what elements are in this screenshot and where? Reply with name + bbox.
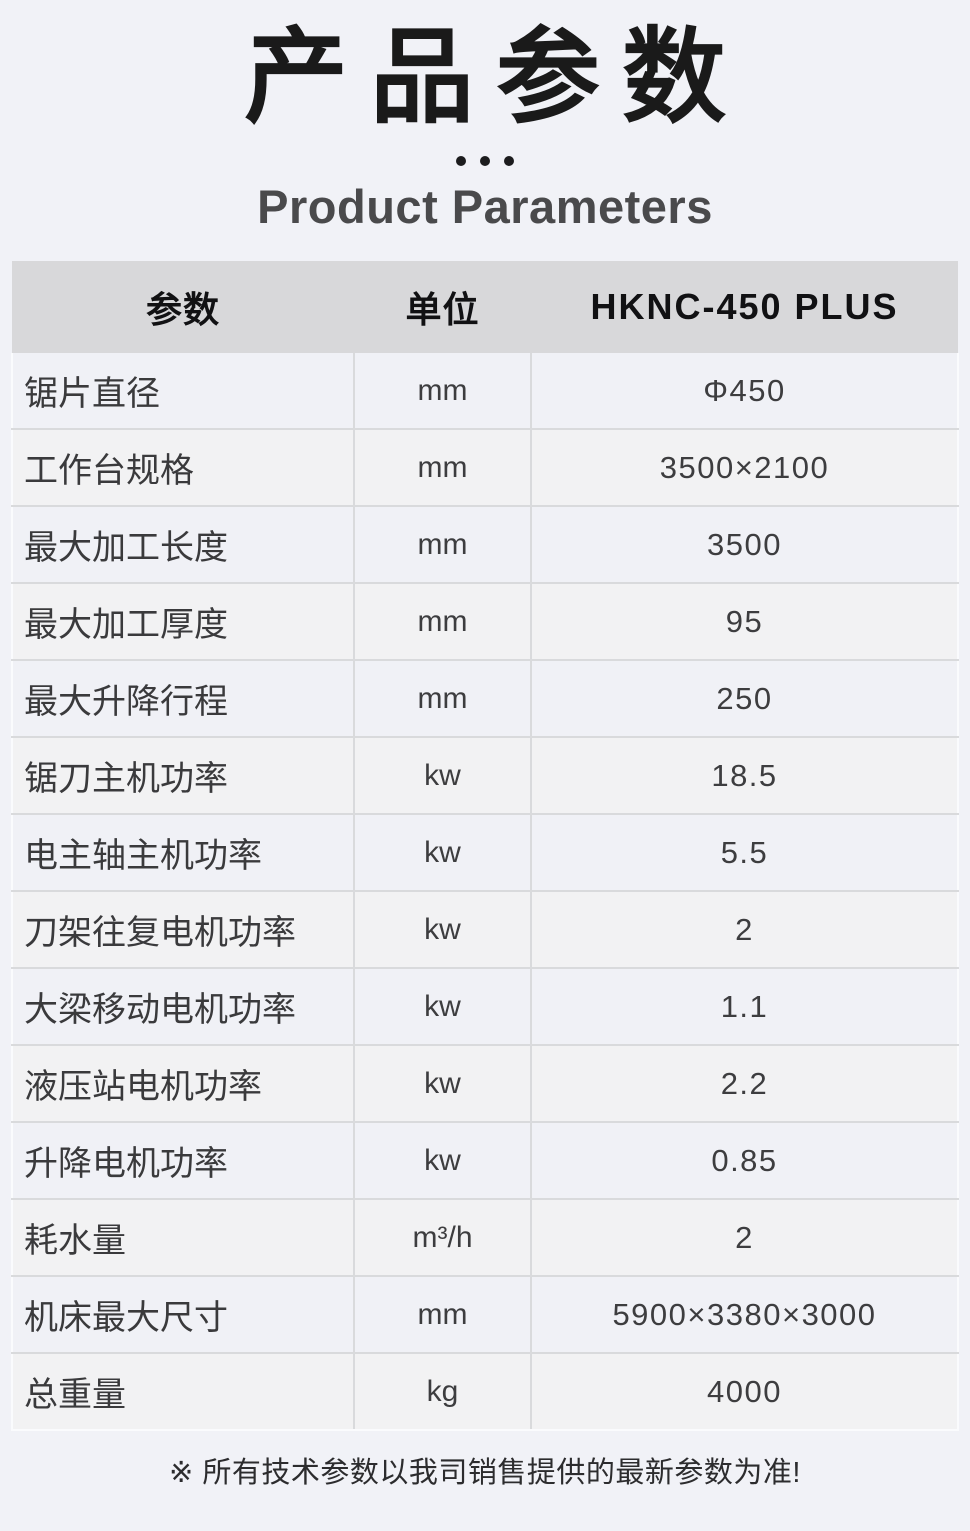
header-row: 参数 单位 HKNC-450 PLUS xyxy=(12,261,958,354)
table-row: 电主轴主机功率 kw 5.5 xyxy=(11,813,959,893)
value-cell: 3500 xyxy=(530,505,959,585)
param-cell: 耗水量 xyxy=(11,1198,355,1278)
ellipsis-dots xyxy=(0,156,970,167)
spec-table: 参数 单位 HKNC-450 PLUS 锯片直径 mm Φ450 工作台规格 m… xyxy=(11,261,959,1432)
table-row: 大梁移动电机功率 kw 1.1 xyxy=(11,967,959,1047)
table-row: 工作台规格 mm 3500×2100 xyxy=(11,428,959,508)
table-row: 总重量 kg 4000 xyxy=(11,1352,959,1432)
table-row: 锯片直径 mm Φ450 xyxy=(11,353,959,431)
value-cell: 5.5 xyxy=(530,813,959,893)
value-cell: 1.1 xyxy=(530,967,959,1047)
value-cell: Φ450 xyxy=(530,353,959,431)
value-cell: 4000 xyxy=(530,1352,959,1432)
table-row: 升降电机功率 kw 0.85 xyxy=(11,1121,959,1201)
page-subtitle: Product Parameters xyxy=(257,180,713,234)
value-cell: 250 xyxy=(530,659,959,739)
table-row: 锯刀主机功率 kw 18.5 xyxy=(11,736,959,816)
param-cell: 锯片直径 xyxy=(11,353,355,431)
param-cell: 最大升降行程 xyxy=(11,659,355,739)
table-row: 最大升降行程 mm 250 xyxy=(11,659,959,739)
value-cell: 2 xyxy=(530,1198,959,1278)
value-cell: 2.2 xyxy=(530,1044,959,1124)
unit-cell: mm xyxy=(353,505,532,585)
param-cell: 最大加工长度 xyxy=(11,505,355,585)
param-cell: 电主轴主机功率 xyxy=(11,813,355,893)
unit-cell: mm xyxy=(353,428,532,508)
unit-cell: kw xyxy=(353,1121,532,1201)
page-title: 产品参数 xyxy=(243,20,748,136)
value-cell: 18.5 xyxy=(530,736,959,816)
unit-cell: mm xyxy=(353,353,532,431)
table-row: 液压站电机功率 kw 2.2 xyxy=(11,1044,959,1124)
value-cell: 0.85 xyxy=(530,1121,959,1201)
dot-icon xyxy=(456,156,466,167)
unit-cell: kw xyxy=(353,1044,532,1124)
unit-cell: m³/h xyxy=(353,1198,532,1278)
spec-table-body: 锯片直径 mm Φ450 工作台规格 mm 3500×2100 最大加工长度 m… xyxy=(11,353,959,1432)
param-cell: 锯刀主机功率 xyxy=(11,736,355,816)
unit-cell: mm xyxy=(353,659,532,739)
param-cell: 总重量 xyxy=(11,1352,355,1432)
disclaimer-note: ※ 所有技术参数以我司销售提供的最新参数为准! xyxy=(169,1457,801,1490)
dot-icon xyxy=(504,156,514,167)
table-row: 最大加工厚度 mm 95 xyxy=(11,582,959,662)
param-cell: 最大加工厚度 xyxy=(11,582,355,662)
param-cell: 机床最大尺寸 xyxy=(11,1275,355,1355)
table-row: 最大加工长度 mm 3500 xyxy=(11,505,959,585)
unit-cell: mm xyxy=(353,1275,532,1355)
value-cell: 3500×2100 xyxy=(530,428,959,508)
unit-cell: kw xyxy=(353,813,532,893)
dot-icon xyxy=(480,156,490,167)
unit-cell: mm xyxy=(353,582,532,662)
param-cell: 升降电机功率 xyxy=(11,1121,355,1201)
param-cell: 液压站电机功率 xyxy=(11,1044,355,1124)
table-row: 机床最大尺寸 mm 5900×3380×3000 xyxy=(11,1275,959,1355)
param-cell: 工作台规格 xyxy=(11,428,355,508)
unit-cell: kg xyxy=(353,1352,532,1432)
param-cell: 大梁移动电机功率 xyxy=(11,967,355,1047)
unit-cell: kw xyxy=(353,890,532,970)
column-header-unit: 单位 xyxy=(354,261,531,354)
value-cell: 5900×3380×3000 xyxy=(530,1275,959,1355)
table-row: 耗水量 m³/h 2 xyxy=(11,1198,959,1278)
value-cell: 2 xyxy=(530,890,959,970)
unit-cell: kw xyxy=(353,736,532,816)
table-row: 刀架往复电机功率 kw 2 xyxy=(11,890,959,970)
column-header-parameter: 参数 xyxy=(12,261,354,354)
value-cell: 95 xyxy=(530,582,959,662)
column-header-model: HKNC-450 PLUS xyxy=(531,261,958,354)
param-cell: 刀架往复电机功率 xyxy=(11,890,355,970)
spec-table-header: 参数 单位 HKNC-450 PLUS xyxy=(12,261,958,354)
unit-cell: kw xyxy=(353,967,532,1047)
